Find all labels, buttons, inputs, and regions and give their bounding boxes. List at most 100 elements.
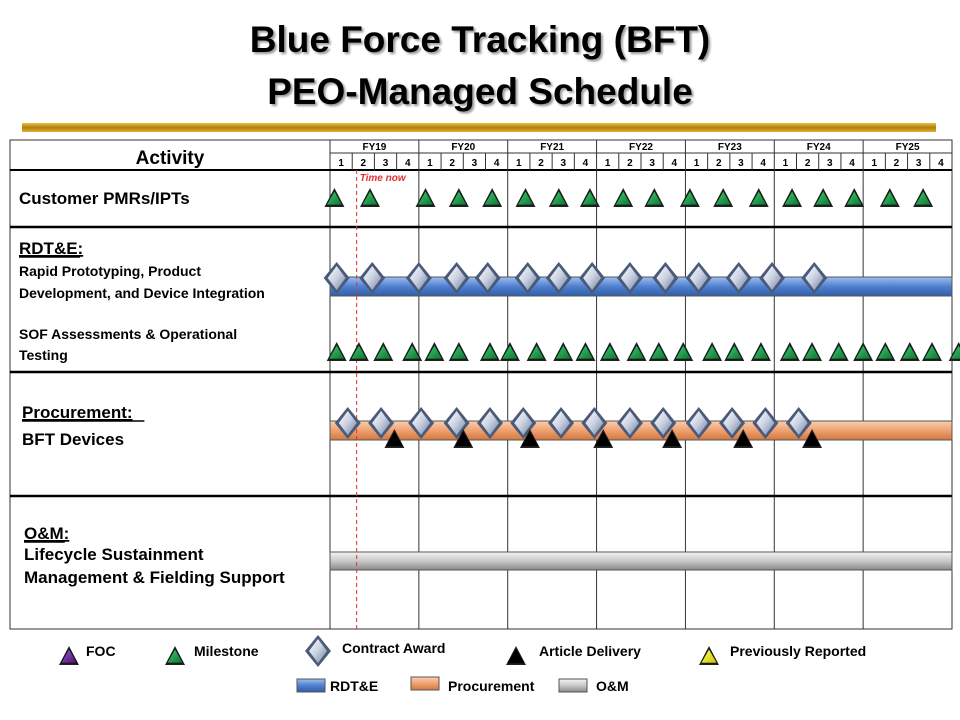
contract-award-marker [480,411,499,435]
milestone-marker [361,190,379,206]
milestone-marker [923,344,941,360]
quarter-label: 3 [827,158,833,169]
article-delivery-marker [521,431,539,447]
legend-article-delivery-swatch [507,648,525,664]
contract-award-marker [689,411,708,435]
contract-award-marker [518,266,537,290]
procurement-label: BFT Devices [22,430,124,449]
legend-om-swatch [558,678,588,693]
quarter-label: 4 [760,158,766,169]
contract-award-marker [583,266,602,290]
table-frame [9,139,953,630]
milestone-marker [550,190,568,206]
quarter-label: 4 [583,158,589,169]
legend-om-label: O&M [596,678,629,694]
rdte-label: Development, and Device Integration [19,285,265,301]
quarter-label: 3 [383,158,389,169]
milestone-marker [783,190,801,206]
milestone-marker [481,344,499,360]
contract-award-marker [763,266,782,290]
milestone-marker [350,344,368,360]
schedule-grid: Activity FY19 1 2 3 4 FY20 1 2 3 4 FY21 1 2 3 4 FY22 1 2 3 4… [9,139,953,630]
page-title-line2: PEO-Managed Schedule [267,71,693,112]
contract-award-marker [478,266,497,290]
milestone-marker [614,190,632,206]
legend-previously-reported-swatch [700,648,718,664]
contract-award-marker [363,266,382,290]
milestone-marker [425,344,443,360]
contract-award-marker [585,411,604,435]
activity-labels: Customer PMRs/IPTs RDT&E: Rapid Prototypin… [19,189,285,587]
legend-procurement-swatch [410,676,440,691]
contract-award-marker [689,266,708,290]
milestone-marker [501,344,519,360]
article-delivery-marker [385,431,403,447]
fy-label: FY23 [718,142,742,153]
quarter-label: 1 [871,158,877,169]
milestone-marker [845,190,863,206]
legend-rdte-label: RDT&E [330,678,379,694]
legend-rdte-swatch [296,678,326,693]
quarter-label: 1 [338,158,344,169]
milestone-marker [450,344,468,360]
milestone-marker [750,190,768,206]
quarter-label: 4 [938,158,944,169]
milestone-marker [901,344,919,360]
milestone-marker [601,344,619,360]
pmr-label: Customer PMRs/IPTs [19,189,190,208]
contract-award-marker [338,411,357,435]
article-delivery-marker [734,431,752,447]
quarter-label: 1 [605,158,611,169]
milestone-marker [752,344,770,360]
contract-award-marker [620,266,639,290]
om-label: O&M: [24,524,69,543]
contract-award-marker [620,411,639,435]
legend-procurement-label: Procurement [448,678,535,694]
contract-award-marker [654,411,673,435]
article-delivery-marker [803,431,821,447]
article-delivery-marker [454,431,472,447]
legend-contract-award-swatch [309,639,327,663]
om-bar [329,551,953,571]
title-rule [22,123,936,132]
om-label: Lifecycle Sustainment [24,545,204,564]
milestone-marker [417,190,434,206]
fy-label: FY19 [362,142,386,153]
legend-milestone-swatch [166,648,184,664]
time-now-marker: Time now [356,170,407,629]
quarter-label: 4 [672,158,678,169]
contract-award-marker [327,266,346,290]
om-label: Management & Fielding Support [24,568,285,587]
rdte-label: Testing [19,347,68,363]
contract-award-marker [789,411,808,435]
quarter-label: 1 [694,158,700,169]
milestone-marker [645,190,663,206]
contract-award-marker [729,266,748,290]
procurement-label: Procurement: [22,403,133,422]
milestone-marker [914,190,932,206]
milestone-marker [830,344,848,360]
milestone-marker [328,344,346,360]
quarter-label: 3 [472,158,478,169]
contract-award-marker [372,411,391,435]
milestone-marker [528,344,546,360]
quarter-label: 4 [494,158,500,169]
legend-milestone-label: Milestone [194,643,259,659]
contract-award-marker [412,411,431,435]
legend-previously-reported-label: Previously Reported [730,643,867,659]
milestone-marker [581,190,599,206]
quarter-label: 3 [738,158,744,169]
milestone-marker [681,190,699,206]
milestone-marker [374,344,392,360]
page-title-line1: Blue Force Tracking (BFT) [249,19,711,60]
rdte-label: Rapid Prototyping, Product [19,263,201,279]
milestone-marker [714,190,732,206]
quarter-label: 3 [560,158,566,169]
legend-foc-label: FOC [86,643,116,659]
quarter-label: 1 [427,158,433,169]
quarter-label: 2 [449,158,455,169]
legend-foc-swatch [60,648,78,664]
quarter-label: 2 [716,158,722,169]
quarter-label: 4 [849,158,855,169]
